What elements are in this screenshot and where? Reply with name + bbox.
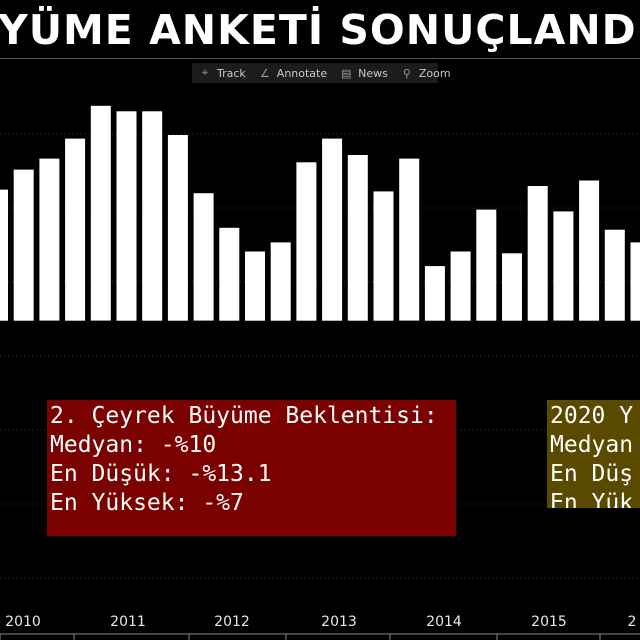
chart-toolbar: ⌖ Track ∠ Annotate ▤ News ⚲ Zoom [192,63,451,83]
bar-2012-Q4 [296,162,317,321]
bar-2012-Q1 [219,227,240,321]
x-tick-label: 2 [628,614,637,630]
news-button[interactable]: ▤ News [333,63,394,83]
bar-2013-Q2 [347,155,368,321]
zoom-button[interactable]: ⚲ Zoom [394,63,457,83]
year-2020-box-lowest: En Düş [550,461,634,487]
x-tick-label: 2014 [426,614,462,630]
x-tick-label: 2012 [214,614,250,630]
bar-2013-Q1 [322,138,343,321]
bar-2010-Q3 [65,138,86,321]
q2-box-highest: En Yüksek: -%7 [50,490,244,516]
year-2020-box-heading: 2020 Y [550,403,634,429]
annotate-button[interactable]: ∠ Annotate [252,63,333,83]
news-label: News [358,66,388,80]
bar-2012-Q2 [245,251,265,321]
pencil-icon: ∠ [259,66,270,80]
x-tick-label: 2013 [321,614,357,630]
bar-2010-Q4 [90,105,111,321]
bar-series [0,105,640,321]
news-icon: ▤ [340,66,352,80]
crosshair-icon: ⌖ [201,66,209,79]
bar-2015-Q1 [527,186,548,321]
year-2020-expectation-box: 2020 Y Medyan En Düş En Yük [547,400,640,508]
bar-2016-Q1 [630,242,640,321]
bar-2014-Q1 [424,266,445,321]
bar-2011-Q1 [116,111,137,321]
bar-2009-Q4 [0,189,8,321]
bar-2015-Q2 [553,211,574,321]
x-tick-label-band [0,612,640,632]
magnifier-icon: ⚲ [402,66,411,80]
q2-box-lowest: En Düşük: -%13.1 [50,461,272,487]
track-button[interactable]: ⌖ Track [192,63,252,83]
x-tick-label: 2011 [110,614,146,630]
x-tick-label: 2010 [5,614,41,630]
bar-2014-Q3 [476,209,497,321]
bar-2010-Q2 [39,158,60,321]
x-axis-band [0,632,640,640]
bar-2010-Q1 [13,169,34,321]
bar-2015-Q3 [579,180,600,321]
bar-2011-Q4 [193,193,214,321]
bar-2012-Q3 [270,242,291,321]
q2-growth-expectation-box: 2. Çeyrek Büyüme Beklentisi: Medyan: -%1… [47,400,456,536]
year-2020-box-highest: En Yük [550,490,634,508]
annotate-label: Annotate [276,66,328,80]
chart-title: YÜME ANKETİ SONUÇLAND [0,6,637,54]
track-label: Track [217,66,246,80]
x-axis: 2010 2011 2012 2013 2014 2015 2 [0,612,640,640]
bar-2011-Q3 [167,135,188,321]
bar-2013-Q3 [373,191,394,321]
bar-2014-Q2 [450,251,471,321]
x-tick-label: 2015 [531,614,567,630]
q2-box-median: Medyan: -%10 [50,432,217,458]
bar-2015-Q4 [604,229,625,321]
bar-2011-Q2 [142,111,163,321]
zoom-label: Zoom [418,66,451,80]
q2-box-heading: 2. Çeyrek Büyüme Beklentisi: [50,403,438,429]
title-divider [0,58,640,59]
bar-2013-Q4 [399,158,420,321]
year-2020-box-median: Medyan [550,432,634,458]
bar-2014-Q4 [502,253,522,321]
